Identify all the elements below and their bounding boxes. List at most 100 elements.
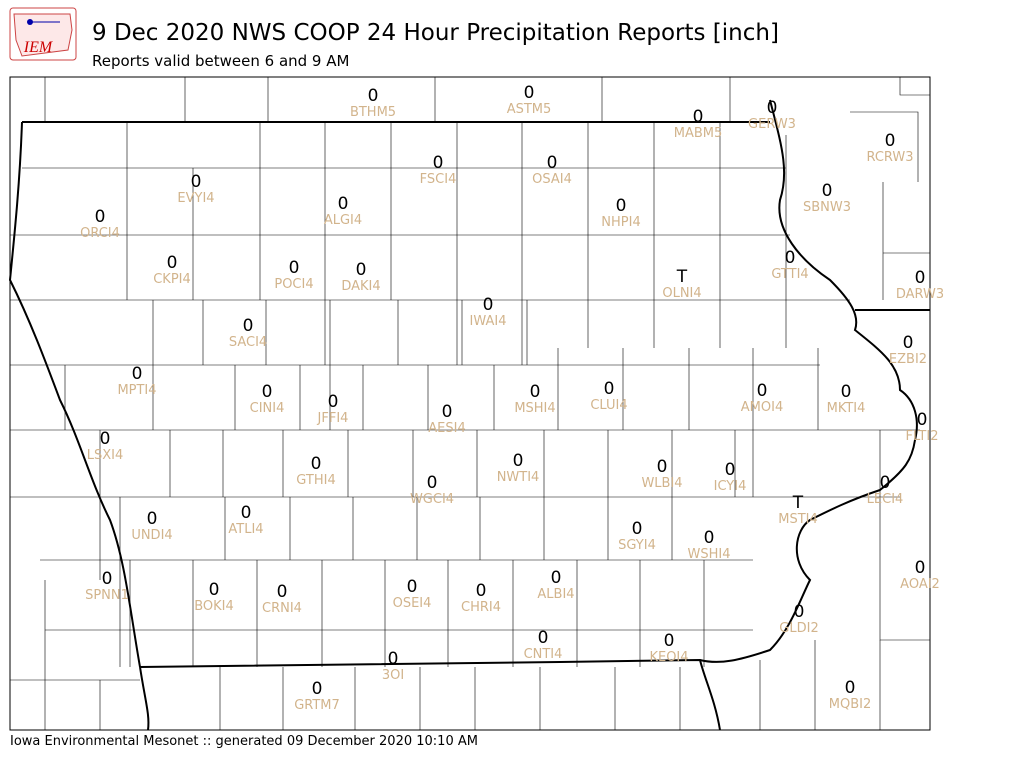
station-id: FLTI2 <box>906 429 939 444</box>
station-value: 0 <box>209 580 220 600</box>
station-value: 0 <box>915 268 926 288</box>
subtitle: Reports valid between 6 and 9 AM <box>92 52 349 70</box>
station-value: 0 <box>100 429 111 449</box>
station-value: 0 <box>167 253 178 273</box>
station-value: 0 <box>427 473 438 493</box>
station-id: EVYI4 <box>177 191 214 206</box>
station-id: LECI4 <box>867 492 904 507</box>
station-id: ALGI4 <box>324 213 362 228</box>
station-value: 0 <box>885 131 896 151</box>
station-id: SPNN1 <box>85 588 129 603</box>
station-value: 0 <box>632 519 643 539</box>
station-id: CRNI4 <box>262 601 302 616</box>
station-value: 0 <box>903 333 914 353</box>
station-value: 0 <box>693 107 704 127</box>
station-id: OSAI4 <box>532 172 572 187</box>
station-id: GTTI4 <box>771 267 808 282</box>
station-value: 0 <box>95 207 106 227</box>
station-id: FSCI4 <box>420 172 457 187</box>
station-value: 0 <box>880 473 891 493</box>
station-value: T <box>676 267 688 287</box>
station-id: MPTI4 <box>117 383 156 398</box>
station-value: 0 <box>433 153 444 173</box>
station-value: 0 <box>822 181 833 201</box>
station-value: 0 <box>547 153 558 173</box>
station-value: 0 <box>312 679 323 699</box>
station-value: 0 <box>767 98 778 118</box>
station-value: 0 <box>442 402 453 422</box>
station-value: 0 <box>917 410 928 430</box>
station-value: 0 <box>241 503 252 523</box>
station-id: KEOI4 <box>649 650 688 665</box>
map-frame <box>9 76 931 731</box>
station-value: T <box>792 493 804 513</box>
station-value: 0 <box>407 577 418 597</box>
station-value: 0 <box>664 631 675 651</box>
station-id: SACI4 <box>229 335 267 350</box>
station-id: SGYI4 <box>618 538 656 553</box>
station-id: OLNI4 <box>662 286 701 301</box>
station-value: 0 <box>483 295 494 315</box>
station-id: CNTI4 <box>524 647 563 662</box>
station-id: DARW3 <box>896 287 944 302</box>
station-value: 0 <box>191 172 202 192</box>
station-value: 0 <box>757 381 768 401</box>
station-id: MQBI2 <box>829 697 871 712</box>
station-value: 0 <box>604 379 615 399</box>
station-id: CLUI4 <box>590 398 627 413</box>
station-id: DAKI4 <box>341 279 380 294</box>
station-value: 0 <box>785 248 796 268</box>
station-value: 0 <box>243 316 254 336</box>
station-id: RCRW3 <box>866 150 913 165</box>
footer: Iowa Environmental Mesonet :: generated … <box>10 734 478 749</box>
station-value: 0 <box>289 258 300 278</box>
state-lines <box>8 99 930 731</box>
station-id: CINI4 <box>250 401 285 416</box>
station-value: 0 <box>538 628 549 648</box>
station-value: 0 <box>845 678 856 698</box>
station-id: WLBI4 <box>641 476 682 491</box>
station-value: 0 <box>476 581 487 601</box>
station-id: ORCI4 <box>80 226 120 241</box>
station-value: 0 <box>147 509 158 529</box>
station-id: GRTM7 <box>294 698 340 713</box>
station-id: NHPI4 <box>601 215 640 230</box>
county-lines <box>10 77 930 730</box>
station-id: GTHI4 <box>296 473 335 488</box>
station-value: 0 <box>551 568 562 588</box>
station-value: 0 <box>524 83 535 103</box>
station-id: AOAI2 <box>900 577 940 592</box>
station-id: GERW3 <box>748 117 796 132</box>
station-id: ICYI4 <box>714 479 747 494</box>
station-id: AMOI4 <box>741 400 783 415</box>
station-id: WSHI4 <box>688 547 731 562</box>
title: 9 Dec 2020 NWS COOP 24 Hour Precipitatio… <box>92 20 779 46</box>
station-value: 0 <box>704 528 715 548</box>
station-value: 0 <box>262 382 273 402</box>
station-id: CKPI4 <box>153 272 191 287</box>
station-id: EZBI2 <box>889 352 927 367</box>
station-id: MKTI4 <box>827 401 866 416</box>
station-value: 0 <box>368 86 379 106</box>
station-id: MABM5 <box>674 126 723 141</box>
station-value: 0 <box>356 260 367 280</box>
station-value: 0 <box>794 602 805 622</box>
logo: IEM <box>9 7 77 61</box>
station-id: MSTI4 <box>778 512 818 527</box>
station-id: IWAI4 <box>470 314 507 329</box>
station-id: SBNW3 <box>803 200 851 215</box>
station-value: 0 <box>311 454 322 474</box>
station-id: JFFI4 <box>317 411 349 426</box>
station-id: UNDI4 <box>131 528 172 543</box>
station-id: BOKI4 <box>194 599 234 614</box>
station-id: MSHI4 <box>514 401 555 416</box>
station-id: OSEI4 <box>393 596 432 611</box>
station-id: ATLI4 <box>228 522 263 537</box>
station-value: 0 <box>616 196 627 216</box>
station-id: 3OI <box>382 668 404 683</box>
station-value: 0 <box>102 569 113 589</box>
station-id: ASTM5 <box>507 102 552 117</box>
station-id: NWTI4 <box>497 470 540 485</box>
